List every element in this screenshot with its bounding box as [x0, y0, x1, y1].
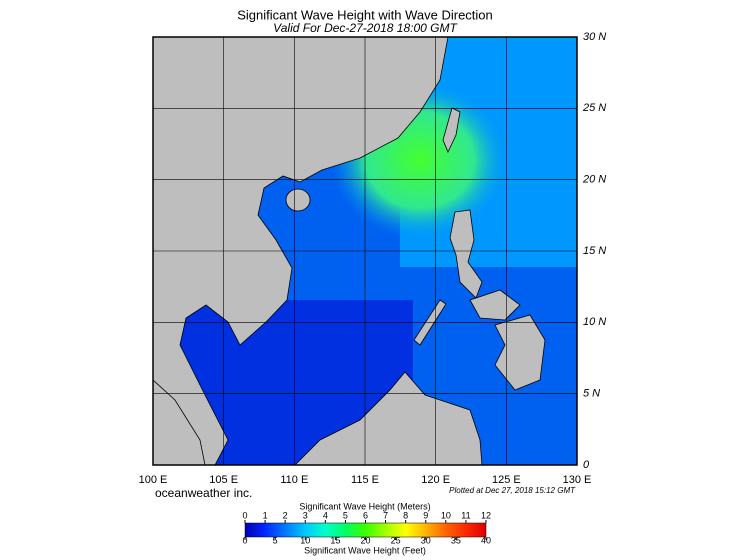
meters-tick-label: 7: [383, 510, 388, 520]
hainan: [285, 188, 311, 212]
lon-label: 115 E: [351, 474, 379, 486]
mindanao: [494, 314, 546, 391]
credit: oceanweather inc.: [155, 486, 252, 500]
meters-tick-label: 8: [403, 510, 408, 520]
lat-label: 10 N: [583, 316, 606, 328]
meters-tick-label: 12: [481, 510, 491, 520]
borneo: [294, 371, 483, 465]
lat-label: 0: [583, 459, 590, 471]
feet-tick-label: 10: [300, 535, 310, 545]
lat-label: 30 N: [583, 31, 606, 43]
lat-label: 20 N: [582, 174, 606, 186]
lat-label: 5 N: [583, 388, 600, 400]
lat-label: 15 N: [583, 245, 606, 257]
lon-label: 100 E: [139, 474, 168, 486]
lon-label: 105 E: [209, 474, 238, 486]
feet-tick-label: 5: [273, 535, 278, 545]
feet-tick-label: 20: [360, 535, 370, 545]
meters-tick-label: 4: [323, 510, 328, 520]
visayas: [469, 289, 521, 321]
lon-label: 110 E: [280, 474, 308, 486]
lat-label: 25 N: [582, 102, 606, 114]
meters-tick-label: 5: [343, 510, 348, 520]
feet-tick-label: 15: [330, 535, 340, 545]
meters-tick-label: 6: [363, 510, 368, 520]
lon-label: 120 E: [421, 474, 450, 486]
luzon: [449, 209, 483, 299]
taiwan: [442, 107, 461, 153]
feet-tick-label: 25: [391, 535, 401, 545]
feet-tick-label: 35: [451, 535, 461, 545]
lon-label: 125 E: [492, 474, 521, 486]
meters-tick-label: 11: [461, 510, 470, 520]
graticule: [153, 37, 577, 465]
map-frame: [152, 36, 578, 466]
plotted-time: Plotted at Dec 27, 2018 15:12 GMT: [449, 486, 576, 495]
meters-tick-label: 9: [423, 510, 428, 520]
meters-tick-label: 1: [263, 510, 268, 520]
feet-tick-label: 30: [421, 535, 431, 545]
meters-tick-label: 3: [303, 510, 308, 520]
colorbar-label-feet: Significant Wave Height (Feet): [304, 545, 426, 555]
sumatra: [153, 379, 206, 465]
meters-tick-label: 10: [441, 510, 451, 520]
colorbar-label-meters: Significant Wave Height (Meters): [299, 501, 430, 511]
feet-tick-label: 40: [481, 535, 491, 545]
meters-tick-label: 0: [242, 510, 247, 520]
mainland: [153, 37, 449, 465]
lon-label: 130 E: [563, 474, 592, 486]
title: Significant Wave Height with Wave Direct…: [237, 7, 493, 22]
meters-tick-label: 2: [283, 510, 288, 520]
subtitle: Valid For Dec-27-2018 18:00 GMT: [273, 21, 458, 35]
feet-tick-label: 0: [242, 535, 247, 545]
